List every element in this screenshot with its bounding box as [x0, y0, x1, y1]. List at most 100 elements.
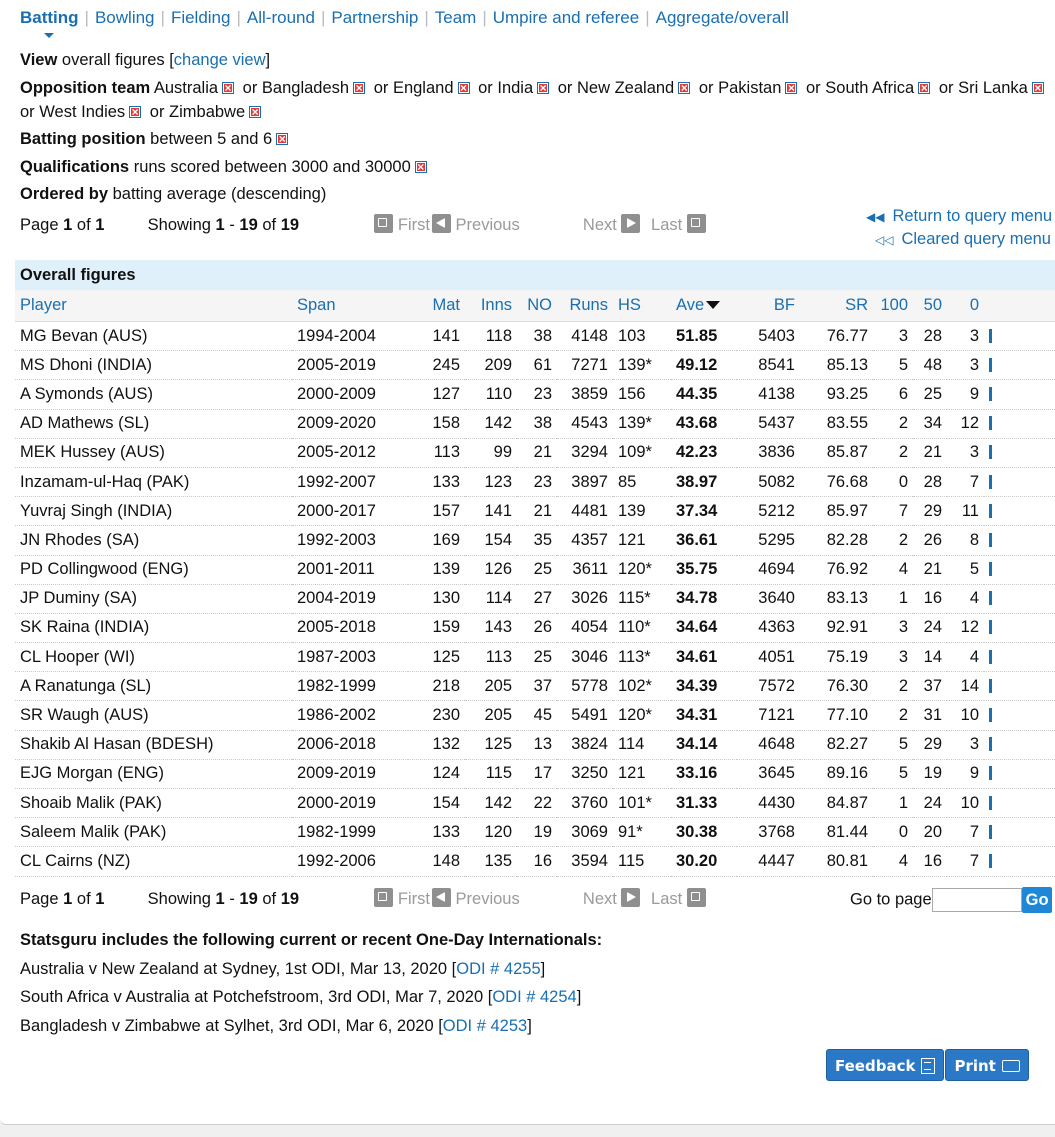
player-link[interactable]: Saleem Malik (PAK): [15, 817, 292, 848]
match-scorecard-link[interactable]: ODI # 4255: [456, 959, 541, 978]
remove-team-icon[interactable]: [222, 76, 235, 100]
cell-sr: 85.87: [800, 438, 873, 468]
player-link[interactable]: SR Waugh (AUS): [15, 700, 292, 731]
cell-mat: 245: [408, 350, 465, 381]
tab-partnership[interactable]: Partnership: [331, 8, 419, 27]
player-link[interactable]: Yuvraj Singh (INDIA): [15, 496, 292, 527]
feedback-button[interactable]: Feedback: [826, 1049, 945, 1081]
remove-team-icon[interactable]: [678, 76, 691, 100]
remove-team-icon[interactable]: [918, 76, 931, 100]
remove-team-icon[interactable]: [457, 76, 470, 100]
row-edge-marker: [989, 708, 992, 723]
cell-runs: 3069: [557, 817, 613, 848]
column-header-runs[interactable]: Runs: [557, 290, 613, 322]
view-row: View overall figures [change view]: [20, 48, 1050, 72]
first-link[interactable]: First: [397, 216, 430, 234]
column-header-0[interactable]: 0: [947, 290, 984, 322]
column-header-ave[interactable]: Ave: [671, 290, 737, 322]
cell-50: 21: [913, 555, 947, 585]
column-header-50[interactable]: 50: [913, 290, 947, 322]
player-link[interactable]: JP Duminy (SA): [15, 584, 292, 614]
change-view-link[interactable]: change view: [173, 51, 266, 69]
first-page-icon[interactable]: [374, 888, 394, 907]
previous-page-icon[interactable]: [431, 214, 451, 233]
player-link[interactable]: JN Rhodes (SA): [15, 525, 292, 556]
player-link[interactable]: A Symonds (AUS): [15, 379, 292, 410]
player-link[interactable]: MG Bevan (AUS): [15, 321, 292, 352]
previous-link[interactable]: Previous: [455, 890, 520, 908]
player-link[interactable]: CL Cairns (NZ): [15, 846, 292, 877]
player-link[interactable]: AD Mathews (SL): [15, 409, 292, 439]
next-page-icon[interactable]: [621, 214, 641, 233]
last-link[interactable]: Last: [651, 890, 683, 908]
cell-ave: 34.64: [671, 613, 737, 644]
next-link[interactable]: Next: [582, 216, 617, 234]
tab-team[interactable]: Team: [434, 8, 477, 27]
player-link[interactable]: A Ranatunga (SL): [15, 671, 292, 702]
cell-inns: 209: [465, 350, 517, 381]
remove-team-icon[interactable]: [249, 100, 262, 124]
player-link[interactable]: Inzamam-ul-Haq (PAK): [15, 467, 292, 498]
cell-runs: 4054: [557, 613, 613, 644]
match-scorecard-link[interactable]: ODI # 4254: [492, 988, 577, 1006]
column-header-span[interactable]: Span: [292, 290, 408, 322]
last-page-icon[interactable]: [686, 214, 706, 233]
row-edge: [984, 409, 1055, 439]
player-link[interactable]: SK Raina (INDIA): [15, 613, 292, 644]
first-page-icon[interactable]: [374, 214, 394, 233]
column-header-inns[interactable]: Inns: [465, 290, 517, 322]
print-button[interactable]: Print: [945, 1049, 1029, 1081]
tab-separator: |: [424, 8, 429, 27]
tab-fielding[interactable]: Fielding: [170, 8, 231, 27]
column-header-100[interactable]: 100: [873, 290, 913, 322]
tab-batting[interactable]: Batting: [20, 8, 79, 27]
previous-link[interactable]: Previous: [455, 216, 520, 234]
column-header-no[interactable]: NO: [517, 290, 557, 322]
column-header-hs[interactable]: HS: [613, 290, 671, 322]
first-link[interactable]: First: [397, 890, 430, 908]
table-row: MS Dhoni (INDIA) 2005-2019 245 209 61 7271 139…: [15, 350, 1055, 381]
player-link[interactable]: Shoaib Malik (PAK): [15, 788, 292, 819]
cell-sr: 75.19: [800, 642, 873, 673]
cell-ave: 34.61: [671, 642, 737, 673]
remove-qualification-icon[interactable]: [414, 155, 427, 179]
cell-inns: 115: [465, 759, 517, 790]
tab-aggregate-overall[interactable]: Aggregate/overall: [655, 8, 789, 27]
player-link[interactable]: PD Collingwood (ENG): [15, 555, 292, 585]
cleared-query-menu-link[interactable]: Cleared query menu: [901, 230, 1051, 248]
previous-page-icon[interactable]: [431, 888, 451, 907]
column-header-bf[interactable]: BF: [737, 290, 800, 322]
player-link[interactable]: MEK Hussey (AUS): [15, 438, 292, 468]
column-header-sr[interactable]: SR: [800, 290, 873, 322]
remove-position-icon[interactable]: [276, 127, 289, 151]
remove-team-icon[interactable]: [785, 76, 798, 100]
cell-runs: 3294: [557, 438, 613, 468]
player-link[interactable]: Shakib Al Hasan (BDESH): [15, 730, 292, 760]
last-page-icon[interactable]: [686, 888, 706, 907]
remove-team-icon[interactable]: [353, 76, 366, 100]
match-scorecard-link[interactable]: ODI # 4253: [442, 1016, 528, 1035]
included-matches-heading: Statsguru includes the following current…: [20, 931, 603, 949]
remove-team-icon[interactable]: [537, 76, 550, 100]
tab-umpire-and-referee[interactable]: Umpire and referee: [492, 8, 640, 27]
remove-team-icon[interactable]: [1031, 76, 1044, 100]
tab-all-round[interactable]: All-round: [246, 8, 315, 27]
next-page-icon[interactable]: [621, 888, 641, 907]
next-link[interactable]: Next: [582, 890, 617, 908]
last-link[interactable]: Last: [651, 216, 683, 234]
player-link[interactable]: MS Dhoni (INDIA): [15, 350, 292, 381]
column-header-mat[interactable]: Mat: [408, 290, 465, 322]
cell-mat: 159: [408, 613, 465, 644]
go-button[interactable]: Go: [1021, 887, 1052, 913]
player-link[interactable]: EJG Morgan (ENG): [15, 759, 292, 790]
cell-100: 4: [873, 846, 913, 877]
return-to-query-menu-link[interactable]: Return to query menu: [892, 207, 1053, 225]
column-header-player[interactable]: Player: [15, 290, 292, 322]
or-word: or: [478, 78, 493, 97]
go-to-page-input[interactable]: [931, 888, 1022, 912]
cell-hs: 103: [613, 321, 671, 352]
player-link[interactable]: CL Hooper (WI): [15, 642, 292, 673]
tab-bowling[interactable]: Bowling: [94, 8, 155, 27]
remove-team-icon[interactable]: [129, 100, 142, 124]
table-row: CL Hooper (WI) 1987-2003 125 113 25 3046 113* 3…: [15, 642, 1055, 673]
